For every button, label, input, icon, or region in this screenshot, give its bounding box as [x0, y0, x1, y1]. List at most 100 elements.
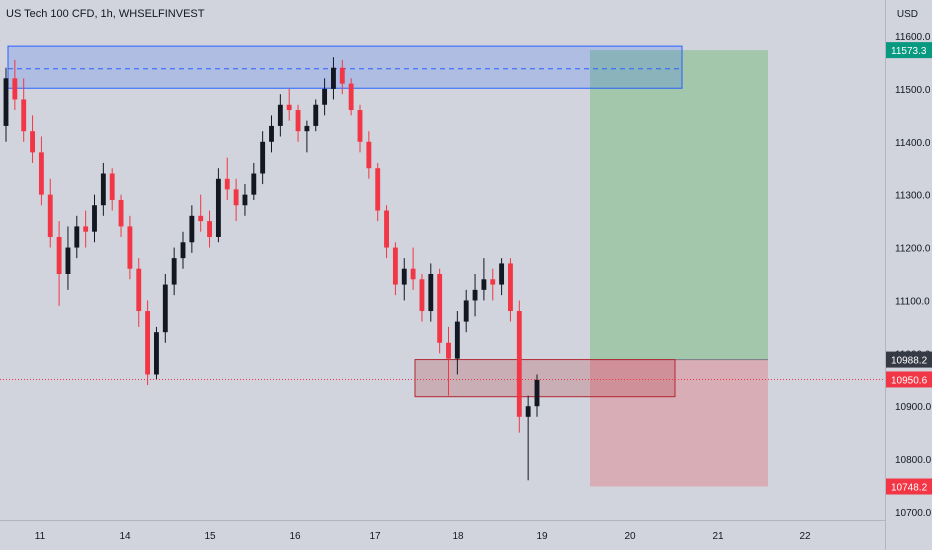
candle [30, 115, 35, 163]
y-tick-label: 11600.0 [895, 32, 931, 43]
candle-body [525, 406, 531, 417]
candle-body [481, 279, 487, 290]
symbol-title[interactable]: US Tech 100 CFD, 1h, WHSELFINVEST [6, 8, 205, 20]
y-tick-label: 11200.0 [895, 244, 931, 255]
candle-body [428, 274, 434, 312]
candle-body [224, 178, 230, 190]
resistance-zone [7, 45, 683, 89]
candle-body [47, 194, 53, 237]
candle [499, 258, 505, 296]
candle [12, 59, 18, 111]
candle-body [322, 88, 328, 105]
candle-body [21, 99, 27, 132]
price-badge-bg [886, 351, 932, 368]
candle-body [508, 263, 513, 312]
candle [162, 274, 168, 343]
candle [92, 194, 97, 243]
candle [38, 136, 44, 206]
candle [339, 59, 345, 95]
candle-body [136, 268, 142, 312]
candle-body [83, 226, 89, 232]
y-tick-label: 10800.0 [895, 455, 932, 466]
candle-body [286, 104, 292, 111]
candle-body [490, 279, 496, 285]
candle-body [65, 247, 71, 274]
candle-body [410, 268, 416, 280]
candle-body [118, 199, 124, 227]
x-tick-label: 15 [204, 531, 216, 542]
candle [233, 178, 239, 222]
currency-label: USD [896, 9, 918, 20]
candle-body [392, 247, 398, 285]
price-badge-bg [886, 371, 932, 388]
candle [118, 194, 124, 237]
profit-zone [590, 50, 768, 360]
price-badge: 10950.6 [886, 371, 932, 388]
candle-body [127, 226, 133, 269]
candle [198, 194, 204, 232]
candle [454, 311, 460, 375]
candle [215, 168, 221, 243]
candle [313, 99, 319, 132]
price-badge-label: 10950.6 [891, 375, 928, 386]
candle-body [233, 189, 239, 206]
candle-body [154, 332, 159, 375]
loss-zone [590, 359, 768, 487]
candle [180, 231, 186, 269]
candle-body [419, 279, 425, 312]
candle-body [401, 268, 407, 285]
candle [419, 274, 425, 322]
candle [145, 300, 151, 386]
x-tick-label: 19 [536, 531, 548, 542]
candle-body [499, 263, 505, 285]
candle [392, 242, 398, 296]
candle [269, 115, 274, 153]
candle [189, 205, 195, 253]
candle [525, 395, 531, 481]
candle-body [357, 110, 363, 142]
candle [286, 88, 292, 121]
price-badge-label: 11573.3 [891, 46, 927, 57]
candle [357, 104, 363, 153]
candle-body [30, 131, 35, 153]
candle [127, 215, 133, 280]
price-badge: 10988.2 [886, 351, 932, 368]
y-tick-label: 10700.0 [895, 508, 932, 519]
candle-body [366, 141, 372, 169]
candle [428, 263, 434, 322]
x-tick-label: 18 [452, 531, 464, 542]
candle-body [109, 173, 115, 200]
candle [100, 162, 106, 216]
price-badge: 11573.3 [886, 42, 932, 59]
price-badge: 10748.2 [886, 478, 932, 495]
support-zone [414, 359, 676, 398]
candle-body [180, 242, 186, 259]
candle-body [12, 78, 18, 100]
candle [348, 78, 354, 116]
candle [260, 131, 266, 185]
candle-body [331, 67, 336, 89]
candle [65, 226, 71, 290]
candle-body [215, 178, 221, 237]
candle-body [472, 289, 478, 301]
candle-body [189, 215, 195, 243]
candle [295, 104, 301, 142]
candle-body [277, 104, 283, 126]
candle-body [171, 258, 177, 285]
y-tick-label: 11100.0 [895, 296, 930, 307]
candle-body [348, 83, 354, 111]
candle [154, 326, 159, 380]
price-badge-label: 10988.2 [891, 356, 928, 367]
candle [508, 258, 513, 322]
candle [242, 184, 248, 216]
candle-body [463, 300, 469, 322]
candle [331, 57, 336, 100]
candle-body [251, 173, 257, 195]
x-tick-label: 20 [624, 531, 636, 542]
candle-body [100, 173, 106, 206]
candle [224, 157, 230, 200]
candle [375, 162, 381, 222]
candle [516, 300, 522, 433]
